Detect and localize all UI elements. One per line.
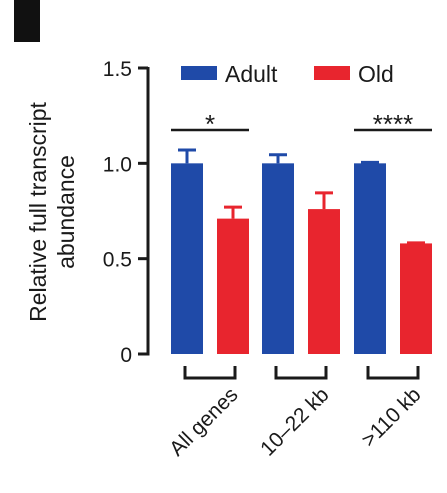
category-bracket: [274, 366, 328, 380]
significance-label: ****: [373, 109, 413, 139]
bar-old: [400, 243, 432, 354]
y-axis-title-line2: abundance: [53, 155, 79, 269]
bar-old: [308, 209, 340, 354]
category-bracket: [183, 366, 237, 380]
legend-label-old: Old: [358, 61, 394, 87]
y-axis: 0 0.5 1.0 1.5: [103, 58, 150, 367]
x-tick-label: >110 kb: [357, 383, 425, 451]
y-axis-title: Relative full transcript abundance: [25, 101, 79, 321]
legend-swatch-old: [314, 66, 350, 80]
legend-label-adult: Adult: [225, 61, 278, 87]
y-tick-label: 1.0: [103, 153, 132, 176]
panel-label-block: [14, 0, 40, 42]
legend-swatch-adult: [181, 66, 217, 80]
significance-markers: * ****: [171, 109, 432, 139]
bar-adult: [354, 163, 386, 354]
bars: [171, 148, 432, 354]
x-tick-label: 10–22 kb: [256, 383, 333, 460]
y-tick-label: 1.5: [103, 58, 132, 81]
x-tick-labels: All genes 10–22 kb >110 kb: [165, 383, 425, 460]
y-tick-label: 0: [120, 344, 132, 367]
bar-adult: [262, 163, 294, 354]
y-axis-title-line1: Relative full transcript: [25, 101, 51, 321]
category-brackets: [183, 366, 420, 380]
bar-adult: [171, 163, 203, 354]
y-tick-label: 0.5: [103, 249, 132, 272]
x-tick-label: All genes: [165, 383, 242, 460]
significance-label: *: [205, 109, 215, 139]
bar-old: [217, 218, 249, 354]
category-bracket: [366, 366, 420, 380]
legend: Adult Old: [181, 61, 394, 87]
